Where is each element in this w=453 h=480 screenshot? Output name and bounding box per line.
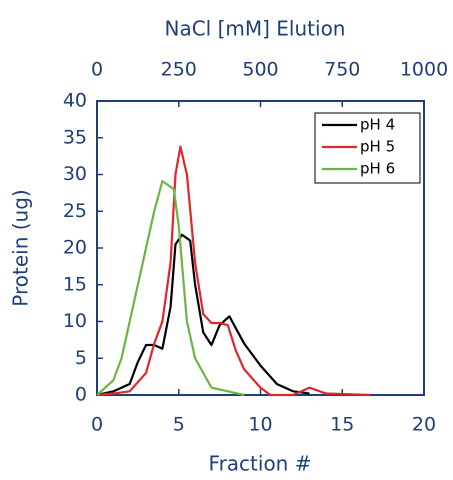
y-tick-label: 30 <box>63 163 87 185</box>
x2-tick-label: 250 <box>161 59 197 81</box>
legend-label: pH 5 <box>360 138 395 156</box>
y-tick-label: 10 <box>63 310 87 332</box>
series-line <box>96 145 371 397</box>
chart-title: NaCl [mM] Elution <box>165 17 346 41</box>
y-tick-label: 0 <box>75 384 87 406</box>
series-line <box>96 233 310 397</box>
series-line <box>96 180 245 397</box>
legend-label: pH 6 <box>360 160 395 178</box>
x2-tick-label: 0 <box>91 59 103 81</box>
x2-tick-label: 1000 <box>400 59 448 81</box>
legend-label: pH 4 <box>360 116 395 134</box>
y-tick-label: 25 <box>63 200 87 222</box>
x-tick-label: 5 <box>173 414 185 436</box>
y-tick-label: 5 <box>75 347 87 369</box>
x2-tick-label: 750 <box>324 59 360 81</box>
x-tick-label: 15 <box>330 414 354 436</box>
x-tick-label: 0 <box>91 414 103 436</box>
x-tick-label: 10 <box>248 414 272 436</box>
y-tick-label: 35 <box>63 126 87 148</box>
x2-tick-label: 500 <box>242 59 278 81</box>
y-tick-label: 20 <box>63 237 87 259</box>
y-tick-label: 40 <box>63 90 87 112</box>
x-tick-label: 20 <box>412 414 436 436</box>
x-axis-label: Fraction # <box>209 452 312 476</box>
y-tick-label: 15 <box>63 273 87 295</box>
y-axis-label: Protein (ug) <box>9 189 33 306</box>
